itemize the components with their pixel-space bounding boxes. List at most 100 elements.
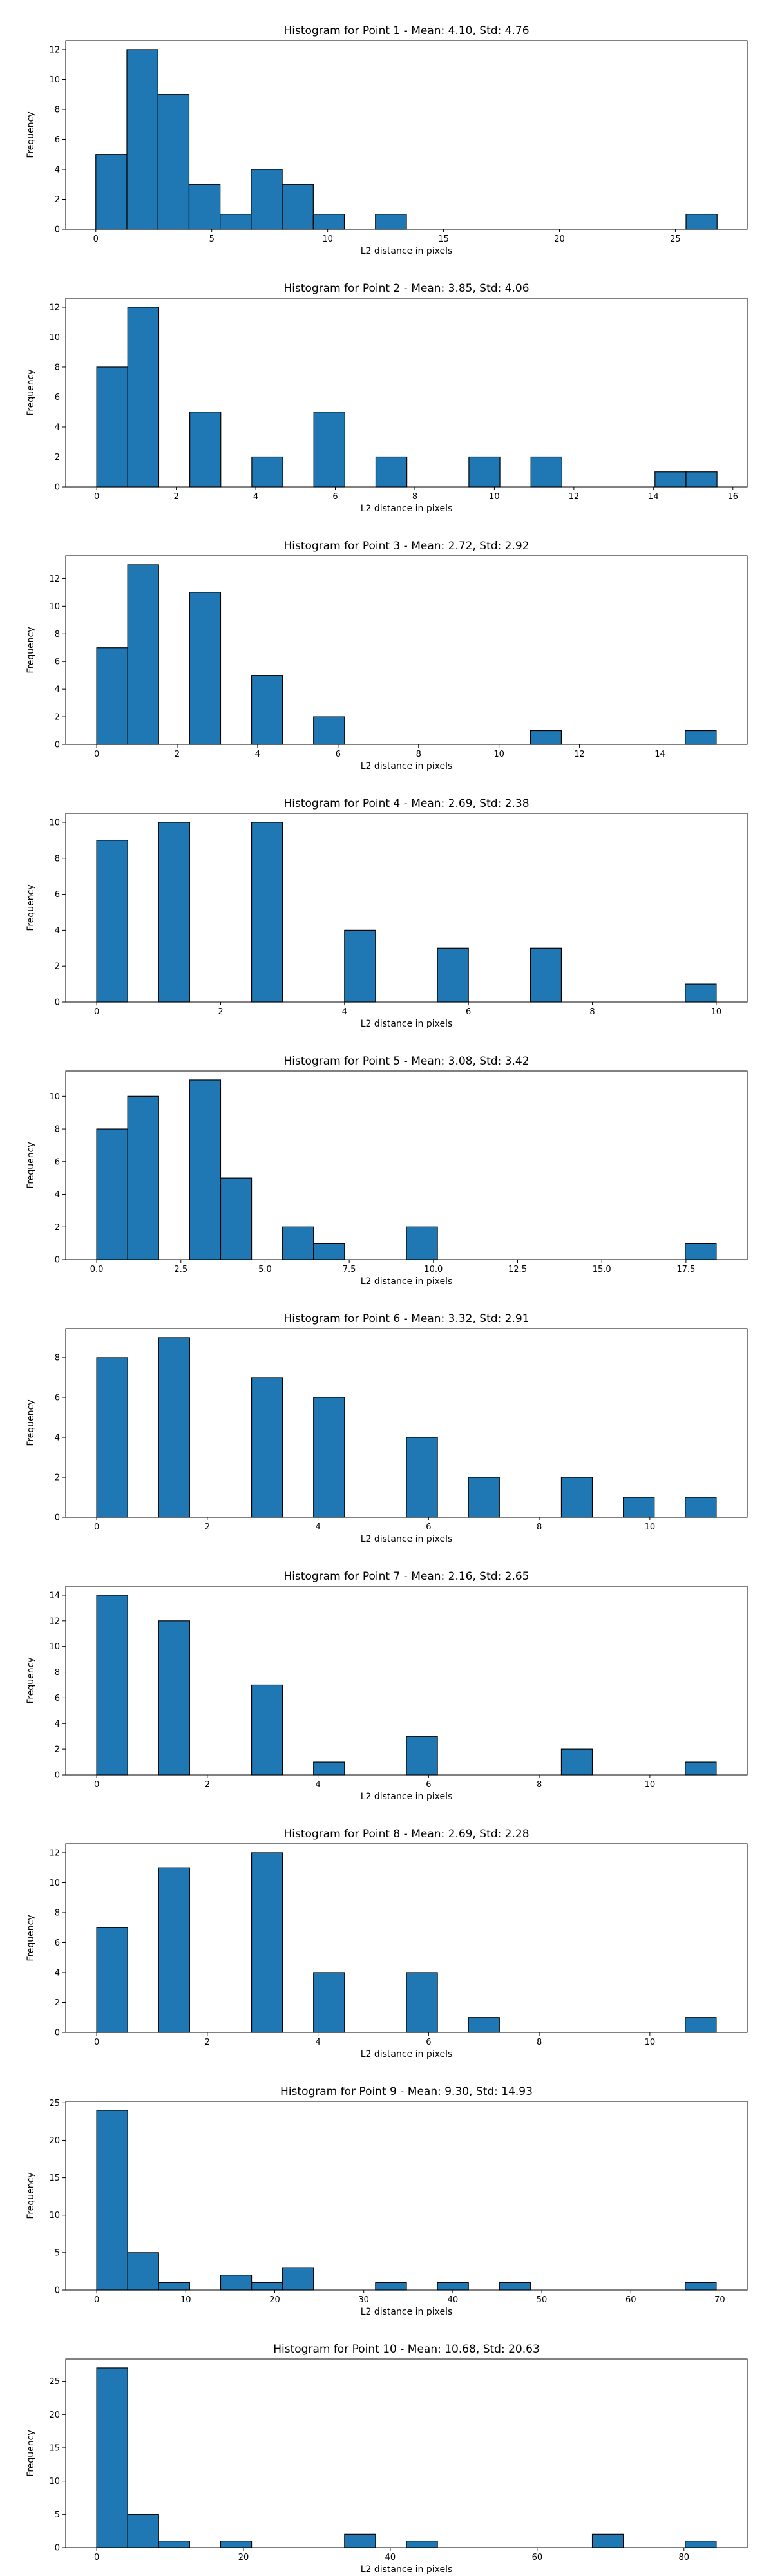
y-tick-label: 0 [55, 2286, 60, 2296]
histogram-svg-6: Histogram for Point 6 - Mean: 3.32, Std:… [26, 1312, 748, 1544]
histogram-svg-10: Histogram for Point 10 - Mean: 10.68, St… [26, 2343, 748, 2575]
y-tick-label: 8 [55, 1908, 60, 1918]
x-axis-label: L2 distance in pixels [361, 1276, 453, 1287]
x-tick-label: 10 [493, 750, 504, 759]
histogram-bar [189, 1079, 222, 1260]
y-tick-label: 6 [55, 1393, 60, 1403]
plot-frame [65, 298, 748, 488]
x-tick-label: 4 [342, 1007, 347, 1017]
histogram-bar [96, 647, 128, 745]
x-tick-label: 12 [569, 492, 580, 502]
y-tick-label: 2 [55, 1223, 60, 1233]
histogram-bar [530, 947, 562, 1003]
y-tick-label: 0 [55, 1771, 60, 1781]
y-axis-label: Frequency [26, 369, 36, 415]
y-tick-label: 2 [55, 962, 60, 972]
chart-title: Histogram for Point 5 - Mean: 3.08, Std:… [283, 1055, 529, 1068]
histogram-bar [282, 2267, 314, 2291]
histogram-bar [313, 412, 345, 488]
y-tick-label: 0 [55, 483, 60, 493]
y-tick-label: 15 [49, 2443, 60, 2453]
histogram-bar [282, 184, 314, 230]
histogram-bar [251, 675, 283, 745]
histogram-bar [685, 471, 718, 488]
x-tick-label: 20 [269, 2295, 280, 2305]
y-tick-label: 6 [55, 890, 60, 900]
histogram-bar [313, 1397, 345, 1518]
histogram-bar [530, 730, 562, 745]
chart-title: Histogram for Point 1 - Mean: 4.10, Std:… [283, 24, 529, 37]
histogram-bar [220, 214, 252, 230]
y-axis-label: Frequency [26, 1915, 36, 1961]
histogram-bar [188, 184, 221, 230]
y-axis-label: Frequency [26, 2430, 36, 2476]
x-tick-label: 10 [645, 1522, 656, 1532]
x-tick-label: 14 [654, 750, 665, 759]
x-tick-label: 0 [94, 2295, 99, 2305]
histogram-bar [251, 2282, 283, 2291]
x-tick-label: 8 [416, 750, 421, 759]
y-tick-label: 4 [55, 165, 60, 175]
x-tick-label: 15 [438, 234, 449, 244]
y-tick-label: 10 [49, 602, 60, 612]
y-axis-label: Frequency [26, 1399, 36, 1446]
x-tick-label: 0 [94, 2553, 99, 2562]
histogram-bar [127, 1095, 159, 1260]
x-axis-label: L2 distance in pixels [361, 504, 453, 514]
histogram-bar [158, 1620, 190, 1776]
y-tick-label: 10 [49, 75, 60, 85]
histogram-svg-1: Histogram for Point 1 - Mean: 4.10, Std:… [26, 24, 748, 256]
y-tick-label: 14 [49, 1591, 60, 1600]
histogram-bar [158, 2541, 190, 2548]
x-tick-label: 10.0 [424, 1265, 443, 1274]
y-tick-label: 5 [55, 2248, 60, 2258]
histogram-bar [189, 592, 222, 745]
histogram-bar [158, 822, 190, 1003]
y-tick-label: 8 [55, 1668, 60, 1678]
histogram-bar [406, 1226, 438, 1260]
x-tick-label: 0 [94, 2038, 99, 2047]
histogram-panel-2: Histogram for Point 2 - Mean: 3.85, Std:… [0, 258, 773, 515]
plot-frame [65, 1586, 748, 1776]
y-tick-label: 4 [55, 1190, 60, 1200]
x-tick-label: 6 [466, 1007, 471, 1017]
histogram-panel-4: Histogram for Point 4 - Mean: 2.69, Std:… [0, 773, 773, 1030]
x-tick-label: 0.0 [90, 1265, 104, 1274]
histogram-bar [251, 1377, 283, 1518]
histogram-bar [685, 1497, 717, 1518]
x-tick-label: 2 [175, 750, 180, 759]
histogram-panel-3: Histogram for Point 3 - Mean: 2.72, Std:… [0, 515, 773, 773]
y-tick-label: 8 [55, 854, 60, 864]
histogram-bar [560, 1477, 593, 1518]
histogram-bar [96, 2110, 128, 2291]
plot-frame [65, 555, 748, 745]
histogram-bar [468, 2017, 500, 2033]
histogram-bar [220, 1177, 253, 1260]
x-tick-label: 12 [574, 750, 585, 759]
x-tick-label: 8 [537, 2038, 542, 2047]
histogram-bar [313, 1243, 345, 1260]
histogram-bar [375, 456, 408, 488]
x-axis-label: L2 distance in pixels [361, 1792, 453, 1802]
x-tick-label: 0 [94, 750, 99, 759]
histogram-bar [251, 822, 283, 1003]
y-tick-label: 6 [55, 1157, 60, 1167]
y-tick-label: 0 [55, 1256, 60, 1265]
histogram-bar [406, 2541, 438, 2548]
histogram-bar [499, 2282, 531, 2291]
x-tick-label: 2 [205, 2038, 210, 2047]
histogram-bar [282, 1226, 314, 1260]
x-tick-label: 50 [537, 2295, 548, 2305]
x-tick-label: 4 [315, 1780, 320, 1790]
x-tick-label: 4 [315, 1522, 320, 1532]
x-tick-label: 70 [714, 2295, 725, 2305]
y-tick-label: 4 [55, 1719, 60, 1729]
histogram-bar [685, 1761, 717, 1776]
histogram-bar [251, 169, 283, 230]
histogram-bar [406, 1972, 438, 2033]
histogram-bar [96, 1927, 128, 2033]
histogram-bar [685, 2282, 717, 2291]
histogram-bar [685, 2017, 717, 2033]
y-tick-label: 0 [55, 1513, 60, 1523]
